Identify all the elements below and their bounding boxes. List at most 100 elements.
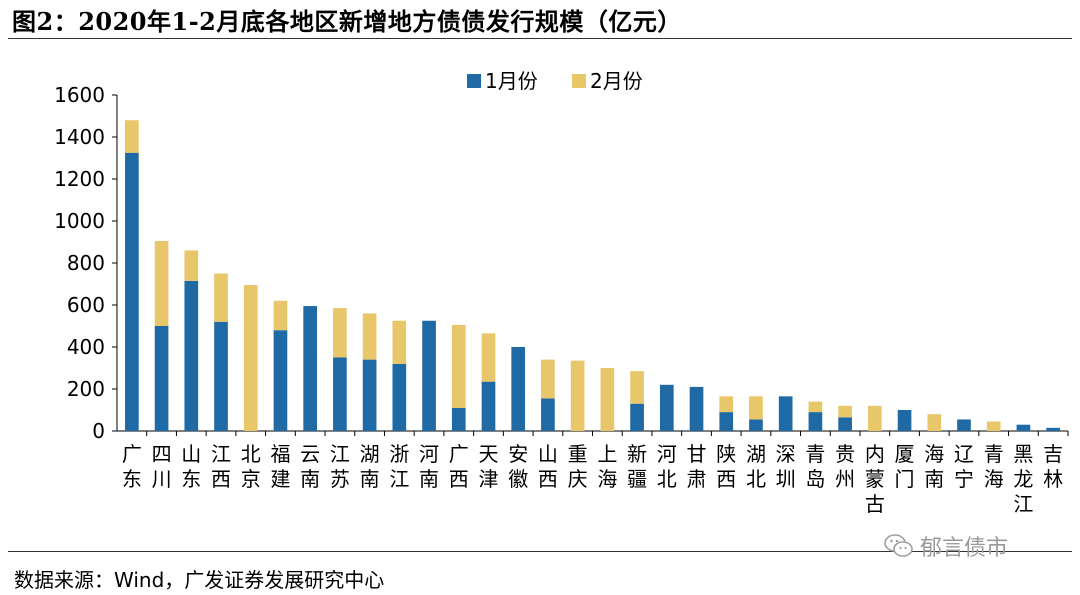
y-tick-label: 400	[67, 335, 105, 359]
x-tick-label: 辽宁	[954, 442, 974, 491]
bar-2月份	[570, 360, 585, 431]
x-tick-label: 深圳	[776, 442, 796, 491]
x-tick-label: 云南	[300, 442, 320, 491]
y-tick-label: 800	[67, 251, 105, 275]
bar-1月份	[125, 152, 139, 431]
bar-1月份	[719, 412, 734, 431]
x-tick-label: 厦门	[895, 442, 915, 491]
bar-1月份	[808, 412, 823, 431]
legend-swatch	[467, 74, 481, 88]
bar-1月份	[273, 330, 288, 431]
bar-2月份	[600, 368, 615, 431]
x-tick-label: 陕西	[716, 442, 736, 491]
x-tick-label: 北京	[241, 442, 261, 491]
bar-1月份	[451, 407, 466, 431]
bar-2月份	[214, 273, 228, 322]
x-tick-label: 江苏	[330, 442, 350, 491]
bar-1月份	[511, 347, 526, 431]
bar-2月份	[333, 308, 347, 358]
bar-2月份	[630, 371, 644, 404]
bar-1月份	[630, 403, 644, 431]
bar-2月份	[749, 396, 763, 420]
bar-2月份	[481, 333, 496, 382]
bar-2月份	[867, 405, 882, 431]
bar-2月份	[927, 414, 942, 431]
x-tick-label: 湖南	[360, 442, 380, 491]
bar-2月份	[986, 421, 1001, 431]
bar-2月份	[451, 324, 466, 408]
bar-1月份	[838, 417, 852, 431]
y-tick-label: 1400	[54, 125, 105, 149]
x-tick-label: 安徽	[508, 442, 528, 491]
figure-title: 图2：2020年1-2月底各地区新增地方债债发行规模（亿元）	[12, 7, 682, 36]
source-divider	[8, 551, 1072, 552]
x-tick-label: 河南	[419, 442, 439, 491]
x-tick-label: 天津	[478, 442, 498, 491]
bar-1月份	[659, 384, 674, 431]
bar-1月份	[689, 386, 704, 431]
x-tick-label: 内蒙古	[865, 442, 885, 516]
title-divider	[8, 38, 1072, 39]
x-tick-label: 新疆	[627, 442, 647, 491]
bar-1月份	[1046, 427, 1060, 431]
bar-2月份	[154, 240, 169, 326]
x-tick-label: 贵州	[835, 442, 855, 491]
bar-2月份	[808, 401, 823, 413]
y-tick-label: 1000	[54, 209, 105, 233]
bar-1月份	[749, 419, 763, 431]
bar-1月份	[184, 280, 199, 431]
bar-1月份	[481, 381, 496, 431]
bar-2月份	[243, 285, 258, 431]
y-tick-label: 200	[67, 377, 105, 401]
bar-2月份	[362, 313, 377, 360]
legend-label: 1月份	[485, 69, 538, 93]
bar-2月份	[273, 300, 288, 331]
bar-1月份	[362, 359, 377, 431]
bar-1月份	[541, 398, 555, 431]
bar-1月份	[333, 357, 347, 431]
x-tick-label: 湖北	[746, 442, 766, 491]
bar-2月份	[719, 396, 734, 413]
x-tick-label: 河北	[657, 442, 677, 491]
x-tick-label: 江西	[211, 442, 231, 491]
bar-1月份	[303, 306, 318, 431]
x-tick-label: 海南	[924, 442, 944, 491]
bar-2月份	[125, 120, 139, 153]
source-note: 数据来源：Wind，广发证券发展研究中心	[14, 568, 385, 592]
bar-1月份	[422, 320, 436, 431]
x-tick-label: 青岛	[805, 442, 825, 491]
bar-2月份	[392, 320, 407, 364]
legend-label: 2月份	[590, 69, 643, 93]
wechat-icon	[884, 534, 913, 557]
watermark: 郁言债市	[884, 530, 1008, 562]
x-tick-label: 浙江	[389, 442, 409, 491]
y-tick-label: 600	[67, 293, 105, 317]
x-tick-label: 福建	[270, 442, 290, 491]
x-tick-label: 山西	[538, 442, 558, 491]
legend-swatch	[572, 74, 586, 88]
x-tick-label: 山东	[181, 442, 201, 491]
bar-1月份	[392, 363, 407, 431]
x-tick-label: 黑龙江	[1013, 442, 1033, 516]
bar-1月份	[214, 321, 228, 431]
bar-1月份	[957, 419, 971, 431]
stacked-bar-chart: 0 200 400 600 800 1000 1200 1400 1600 广东四川山东江西北京福…	[54, 69, 1069, 516]
bar-2月份	[184, 250, 199, 281]
x-tick-label: 广西	[449, 442, 469, 491]
y-tick-label: 1600	[54, 83, 105, 107]
x-tick-label: 重庆	[568, 442, 588, 491]
bar-2月份	[838, 405, 852, 418]
x-tick-label: 青海	[984, 442, 1004, 491]
y-tick-label: 1200	[54, 167, 105, 191]
x-tick-label: 吉林	[1043, 442, 1063, 491]
bar-1月份	[778, 396, 793, 431]
x-tick-label: 甘肃	[687, 442, 707, 491]
watermark-text: 郁言债市	[920, 536, 1009, 561]
x-tick-label: 上海	[597, 442, 617, 491]
x-tick-label: 广东	[122, 442, 142, 491]
bar-2月份	[541, 359, 555, 399]
bar-1月份	[897, 410, 912, 431]
bar-1月份	[154, 326, 169, 431]
bar-1月份	[1016, 424, 1031, 431]
